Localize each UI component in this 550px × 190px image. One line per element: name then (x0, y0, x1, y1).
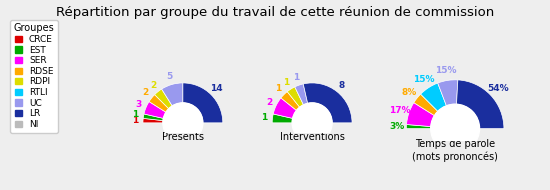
Text: 14: 14 (211, 85, 223, 93)
Wedge shape (303, 83, 352, 123)
Text: Interventions: Interventions (280, 132, 344, 142)
Text: 5: 5 (167, 72, 173, 81)
Wedge shape (143, 114, 163, 121)
Text: 2: 2 (266, 97, 272, 107)
Wedge shape (406, 124, 431, 129)
Circle shape (431, 104, 480, 153)
Text: Présents: Présents (162, 132, 204, 142)
Text: 2: 2 (150, 81, 156, 90)
Text: 1: 1 (261, 113, 268, 122)
Wedge shape (414, 94, 438, 116)
Wedge shape (144, 102, 166, 118)
Circle shape (163, 103, 203, 143)
Wedge shape (149, 95, 169, 112)
Wedge shape (162, 83, 183, 106)
Text: 54%: 54% (487, 84, 509, 93)
Wedge shape (273, 98, 296, 118)
Text: 1: 1 (293, 73, 299, 82)
Circle shape (292, 103, 332, 143)
Text: 15%: 15% (436, 66, 457, 75)
Text: Temps de parole
(mots prononcés): Temps de parole (mots prononcés) (412, 139, 498, 162)
Legend: CRCE, EST, SER, RDSE, RDPI, RTLI, UC, LR, NI: CRCE, EST, SER, RDSE, RDPI, RTLI, UC, LR… (10, 20, 58, 133)
Wedge shape (406, 103, 434, 127)
Wedge shape (183, 83, 223, 123)
Text: 3: 3 (135, 100, 142, 109)
Text: 1: 1 (133, 110, 139, 119)
Text: 3%: 3% (389, 122, 404, 131)
Text: Répartition par groupe du travail de cette réunion de commission: Répartition par groupe du travail de cet… (56, 6, 494, 19)
Text: 8: 8 (339, 81, 345, 90)
Wedge shape (155, 89, 172, 109)
Wedge shape (438, 80, 458, 106)
Wedge shape (421, 83, 447, 111)
Wedge shape (295, 84, 307, 105)
Wedge shape (287, 87, 304, 107)
Text: 1: 1 (275, 85, 282, 93)
Wedge shape (272, 114, 293, 123)
Text: 8%: 8% (402, 88, 417, 97)
Text: 2: 2 (142, 89, 149, 97)
Text: 1: 1 (283, 78, 290, 87)
Text: 17%: 17% (389, 106, 410, 115)
Wedge shape (143, 118, 163, 123)
Wedge shape (456, 80, 504, 129)
Text: 1: 1 (132, 116, 138, 125)
Wedge shape (281, 92, 300, 110)
Text: 15%: 15% (412, 75, 434, 84)
